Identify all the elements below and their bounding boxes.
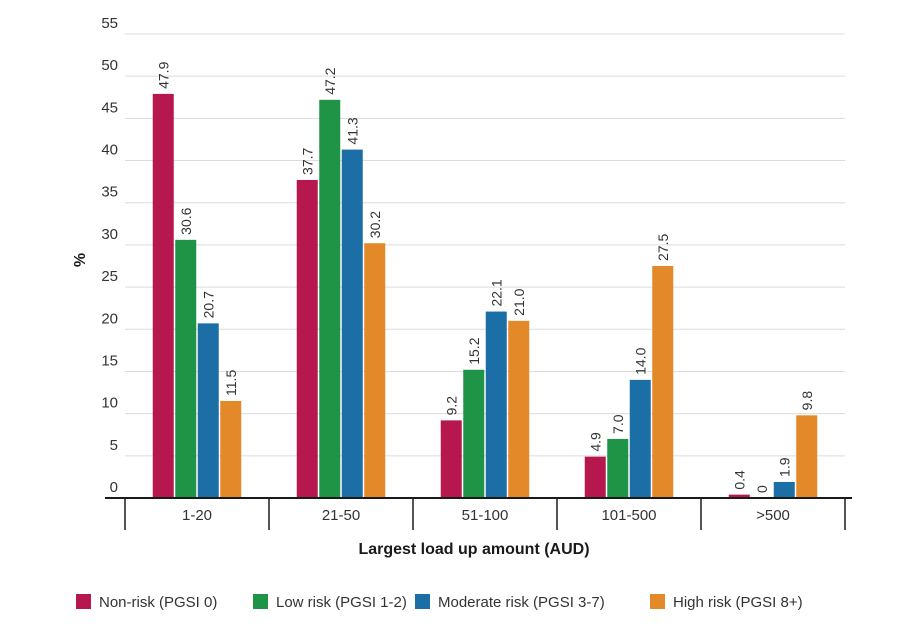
bar: [773, 481, 795, 498]
x-axis-ticks: 1-20 21-50 51-100 101-500 >500: [182, 507, 790, 524]
legend: Non-risk (PGSI 0) Low risk (PGSI 1-2) Mode…: [76, 594, 803, 611]
data-label: 15.2: [466, 337, 482, 364]
x-axis: [105, 497, 852, 530]
y-tick-label: 55: [101, 15, 118, 32]
data-label: 9.8: [799, 391, 815, 411]
y-tick-label: 35: [101, 184, 118, 201]
bars: [152, 93, 818, 498]
x-tick-label: 21-50: [322, 507, 360, 524]
data-label: 7.0: [610, 414, 626, 434]
y-tick-label: 20: [101, 310, 118, 327]
legend-swatch: [650, 594, 665, 609]
bar: [296, 179, 318, 498]
bar: [152, 93, 174, 498]
bar: [652, 266, 674, 498]
x-tick-label: >500: [756, 507, 790, 524]
legend-label: Low risk (PGSI 1-2): [276, 594, 407, 611]
bar: [629, 379, 651, 498]
bar: [341, 149, 363, 498]
bar: [364, 243, 386, 498]
y-tick-label: 40: [101, 142, 118, 159]
data-label: 4.9: [587, 432, 603, 452]
y-tick-label: 10: [101, 395, 118, 412]
x-tick-label: 1-20: [182, 507, 212, 524]
data-label: 30.6: [178, 207, 194, 234]
data-label: 47.2: [322, 67, 338, 94]
bar: [319, 99, 341, 498]
data-label: 11.5: [223, 370, 239, 396]
legend-swatch: [253, 594, 268, 609]
bar: [508, 320, 530, 498]
legend-swatch: [76, 594, 91, 609]
bar: [485, 311, 507, 498]
x-axis-title: Largest load up amount (AUD): [358, 541, 589, 558]
y-tick-label: 0: [110, 479, 118, 496]
data-label: 0.4: [731, 470, 747, 490]
y-tick-label: 30: [101, 226, 118, 243]
legend-label: High risk (PGSI 8+): [673, 594, 803, 611]
data-labels: 47.9 30.6 20.7 11.5 37.7 47.2 41.3 30.2 9.2 15.2 2…: [155, 61, 815, 493]
legend-label: Non-risk (PGSI 0): [99, 594, 217, 611]
data-label: 20.7: [200, 291, 216, 318]
bar: [220, 400, 242, 498]
data-label: 47.9: [155, 61, 171, 88]
data-label: 14.0: [632, 347, 648, 374]
legend-item: Moderate risk (PGSI 3-7): [415, 594, 605, 611]
bar: [440, 420, 462, 498]
data-label: 30.2: [367, 211, 383, 238]
gridlines: [125, 33, 845, 457]
data-label: 37.7: [299, 147, 315, 174]
y-axis-title: %: [72, 253, 89, 267]
data-label: 9.2: [443, 396, 459, 416]
legend-item: High risk (PGSI 8+): [650, 594, 803, 611]
y-axis-ticks: 0 5 10 15 20 25 30 35 40 45 50 55: [101, 15, 118, 496]
bar: [728, 494, 750, 498]
data-label: 41.3: [344, 117, 360, 144]
bar: [584, 456, 606, 498]
bar: [607, 438, 629, 498]
legend-item: Non-risk (PGSI 0): [76, 594, 217, 611]
bar: [463, 369, 485, 498]
bar: [796, 415, 818, 498]
y-tick-label: 5: [110, 437, 118, 454]
legend-label: Moderate risk (PGSI 3-7): [438, 594, 605, 611]
data-label: 27.5: [655, 234, 671, 261]
y-tick-label: 50: [101, 57, 118, 74]
data-label: 1.9: [776, 457, 792, 477]
legend-item: Low risk (PGSI 1-2): [253, 594, 407, 611]
data-label: 0: [754, 485, 770, 493]
bar: [197, 323, 219, 498]
bar: [175, 239, 197, 498]
x-tick-label: 101-500: [601, 507, 656, 524]
y-tick-label: 45: [101, 99, 118, 116]
data-label: 22.1: [488, 279, 504, 306]
data-label: 21.0: [511, 288, 527, 315]
y-tick-label: 15: [101, 352, 118, 369]
y-tick-label: 25: [101, 268, 118, 285]
x-tick-label: 51-100: [462, 507, 509, 524]
legend-swatch: [415, 594, 430, 609]
